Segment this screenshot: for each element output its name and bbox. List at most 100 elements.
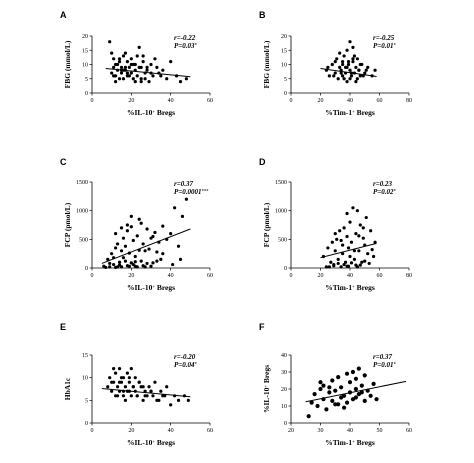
data-point (119, 249, 124, 253)
y-axis-title: FBG (mmol/L) (63, 40, 72, 88)
data-point (333, 60, 337, 64)
data-point (341, 74, 345, 78)
data-point (125, 60, 129, 64)
data-point (348, 220, 352, 224)
data-point (119, 226, 124, 230)
data-point (129, 62, 133, 67)
data-point (326, 65, 330, 69)
data-point (178, 80, 183, 84)
data-point (336, 402, 341, 407)
data-point (112, 74, 116, 78)
data-point (129, 225, 133, 229)
data-point (358, 62, 362, 67)
data-point (186, 398, 190, 402)
data-point (366, 65, 370, 69)
data-point (149, 62, 153, 67)
data-point (341, 243, 345, 247)
data-point (165, 385, 169, 389)
data-point (151, 261, 155, 265)
data-point (137, 380, 141, 384)
data-point (117, 263, 122, 267)
data-point (155, 250, 159, 254)
x-tick-label: 40 (168, 98, 174, 104)
data-point (104, 265, 108, 270)
data-point (121, 77, 126, 81)
data-point (184, 197, 188, 201)
data-point (347, 380, 353, 385)
data-point (121, 256, 126, 260)
data-point (145, 65, 149, 69)
data-point (348, 77, 352, 81)
data-point (161, 68, 165, 72)
x-tick-label: 60 (207, 273, 213, 279)
data-point (354, 232, 358, 236)
data-point (344, 371, 350, 376)
data-point (345, 80, 349, 84)
x-tick-label: 40 (168, 273, 174, 279)
data-point (141, 242, 145, 246)
regression-line (101, 228, 191, 264)
data-point (141, 385, 145, 389)
stat-r: r=-0.20 (174, 353, 196, 361)
data-point (333, 388, 338, 393)
data-point (333, 71, 337, 75)
data-point (342, 226, 346, 230)
data-point (339, 71, 343, 75)
data-point (367, 261, 371, 266)
data-point (127, 264, 131, 268)
x-tick-label: 20 (128, 98, 134, 104)
x-tick-label: 20 (318, 98, 324, 104)
data-point (364, 68, 368, 72)
y-axis-title: %IL-10+ Bregs (262, 365, 271, 413)
panel-label-d: D (259, 157, 266, 167)
panel-a: A 0 20 40 60 0 5 10 15 20 %IL-10+ Bregs FBG (mmol/L… (60, 10, 213, 117)
y-tick-label: 1000 (76, 209, 88, 215)
data-point (333, 249, 337, 253)
data-point (159, 389, 163, 393)
data-point (129, 214, 133, 218)
data-point (119, 71, 124, 75)
scatter-points (106, 367, 190, 407)
data-point (153, 380, 157, 384)
data-point (125, 71, 129, 75)
data-point (353, 395, 358, 400)
data-point (131, 238, 135, 243)
data-point (330, 62, 334, 67)
data-point (355, 209, 359, 213)
data-point (169, 60, 173, 64)
y-tick-label: 40 (281, 353, 287, 359)
y-tick-label: 1000 (275, 209, 287, 215)
data-point (115, 62, 120, 67)
x-axis-title: %Tim-1+ Bregs (325, 283, 375, 292)
data-point (139, 259, 143, 263)
data-point (129, 367, 133, 371)
data-point (121, 54, 126, 58)
y-tick-label: 0 (284, 421, 287, 427)
data-point (125, 371, 129, 375)
data-point (139, 80, 143, 84)
data-point (341, 62, 345, 67)
data-point (127, 74, 131, 78)
data-point (336, 261, 340, 266)
x-tick-label: 40 (347, 273, 353, 279)
data-point (318, 380, 323, 385)
data-point (342, 77, 346, 81)
data-point (358, 263, 362, 267)
data-point (342, 405, 347, 410)
data-point (373, 240, 377, 244)
regression-line (101, 388, 191, 398)
stat-r: r=0.37 (373, 353, 392, 361)
x-tick-label: 80 (406, 98, 412, 104)
data-point (129, 71, 133, 75)
y-tick-label: 5 (284, 77, 287, 83)
data-point (362, 398, 367, 403)
data-point (370, 248, 374, 252)
data-point (159, 74, 163, 78)
regression-line (320, 242, 377, 259)
x-tick-label: 40 (347, 98, 353, 104)
data-point (133, 254, 137, 259)
data-point (141, 398, 145, 402)
data-point (135, 394, 139, 398)
data-point (335, 237, 339, 241)
